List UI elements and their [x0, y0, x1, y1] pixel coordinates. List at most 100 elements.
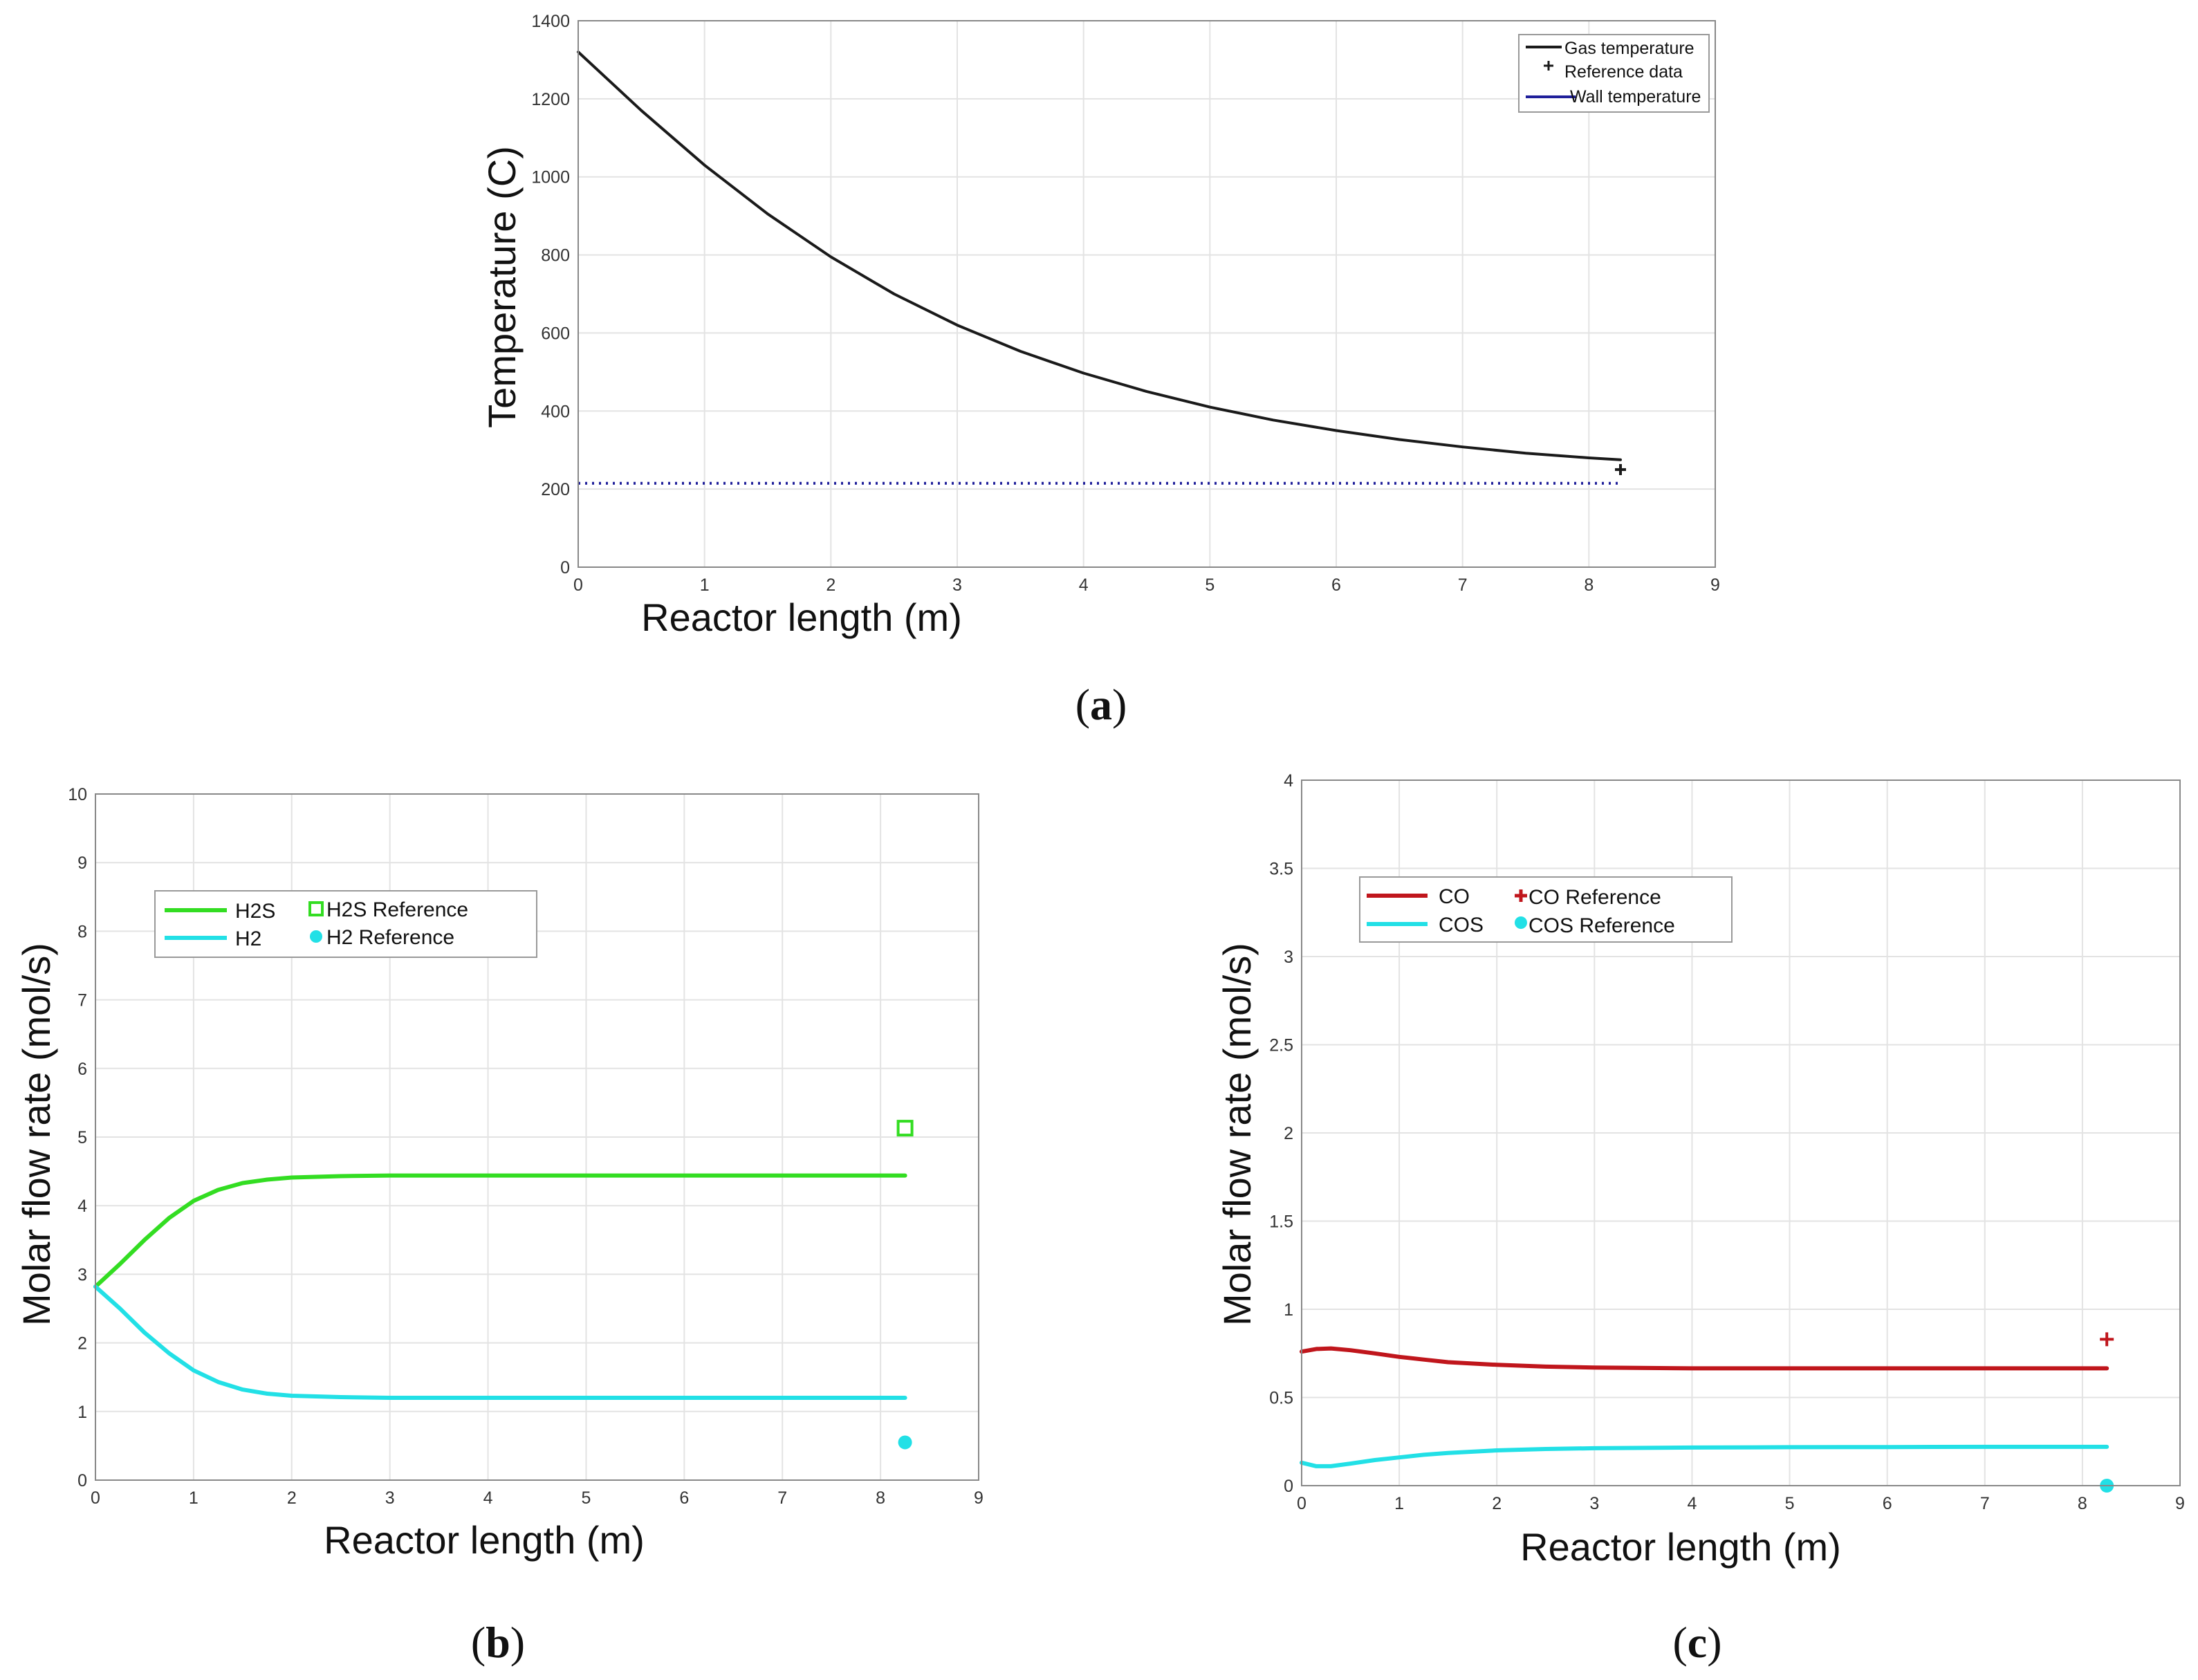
- panel-b-legend-swatch-h2-reference: [310, 930, 322, 943]
- panel-a-caption-open: (: [1075, 680, 1090, 729]
- panel-a-plot-frame: [578, 20, 1716, 568]
- panel-b-series: [93, 1120, 914, 1450]
- panel-c-plot-frame: [1301, 779, 2181, 1486]
- panel-a-legend-swatch-reference-data: [1544, 61, 1553, 71]
- panel-b-caption-open: (: [471, 1618, 486, 1667]
- panel-b-caption-close: ): [510, 1618, 525, 1667]
- panel-a-series: [577, 50, 1626, 485]
- panel-c-caption-letter: c: [1688, 1618, 1707, 1667]
- panel-b-legend-box: [154, 890, 537, 958]
- panel-a-x-tick-label: 1: [700, 575, 710, 595]
- panel-c-series-co-reference-marker: [2100, 1332, 2114, 1347]
- panel-a-x-tick-label: 2: [826, 575, 835, 595]
- panel-a-y-tick-label: 400: [541, 402, 570, 421]
- panel-b-x-tick-label: 8: [876, 1488, 885, 1508]
- panel-c-x-tick-label: 1: [1394, 1494, 1404, 1513]
- panel-c-x-tick-label: 9: [2175, 1494, 2185, 1513]
- panel-a-legend-label-gas-temperature: Gas temperature: [1564, 39, 1694, 58]
- panel-a-y-tick-label: 0: [560, 558, 570, 578]
- panel-a-x-tick-label: 9: [1710, 575, 1720, 595]
- panel-c-series-co-line: [1300, 1346, 2109, 1371]
- panel-c-series: [1300, 1332, 2114, 1493]
- panel-a-x-tick-label: 4: [1079, 575, 1089, 595]
- panel-a-caption: (a): [1075, 680, 1127, 729]
- panel-b-x-tick-label: 9: [974, 1488, 983, 1508]
- panel-c-caption: (c): [1672, 1618, 1721, 1667]
- panel-c-y-tick-label: 3: [1284, 948, 1293, 967]
- panel-b-x-tick-label: 2: [287, 1488, 297, 1508]
- panel-b-series-h2-line: [93, 1284, 907, 1400]
- panel-a-y-tick-label: 1200: [531, 90, 570, 109]
- panel-a-x-tick-label: 6: [1331, 575, 1341, 595]
- panel-c-legend-label-co-reference: CO Reference: [1529, 886, 1661, 909]
- panel-a-x-tick-label: 5: [1205, 575, 1215, 595]
- panel-c-y-tick-label: 2: [1284, 1124, 1293, 1143]
- panel-b-series-h2-reference-marker: [898, 1435, 912, 1450]
- panel-a-temperature-chart: 0 1 2 3 4 5 6 7 8 9 0 200 400 600 800 1000 1200 1400 Rea…: [480, 12, 1720, 729]
- panel-b-x-tick-label: 7: [777, 1488, 787, 1508]
- panel-b-legend-label-h2: H2: [235, 927, 261, 950]
- panel-c-x-tick-label: 6: [1883, 1494, 1892, 1513]
- panel-b-series-h2s-reference-marker: [896, 1120, 914, 1137]
- panel-a-y-ticks: 0 200 400 600 800 1000 1200 1400: [531, 12, 570, 578]
- panel-c-legend-label-cos-reference: COS Reference: [1529, 914, 1675, 937]
- panel-c-x-tick-label: 0: [1297, 1494, 1306, 1513]
- panel-a-x-tick-label: 7: [1458, 575, 1468, 595]
- panel-c-co-cos-chart: 0 1 2 3 4 5 6 7 8 9 0 0.5 1 1.5 2 2.5 3 3.5 4 Reactor len…: [1215, 771, 2185, 1667]
- panel-a-y-tick-label: 800: [541, 246, 570, 266]
- panel-b-x-tick-label: 0: [91, 1488, 100, 1508]
- panel-c-x-tick-label: 3: [1589, 1494, 1599, 1513]
- panel-c-x-tick-label: 5: [1785, 1494, 1795, 1513]
- panel-b-x-tick-label: 5: [581, 1488, 591, 1508]
- panel-c-x-tick-label: 8: [2078, 1494, 2087, 1513]
- panel-a-x-tick-label: 0: [573, 575, 583, 595]
- panel-a-series-reference-data-marker: [1615, 463, 1626, 475]
- panel-a-caption-close: ): [1112, 680, 1127, 729]
- panel-a-y-tick-label: 1400: [531, 12, 570, 31]
- panel-c-legend-swatch-cos-reference: [1515, 916, 1527, 929]
- panel-b-x-tick-label: 1: [189, 1488, 198, 1508]
- panel-b-legend-label-h2-reference: H2 Reference: [326, 926, 454, 949]
- panel-b-y-tick-label: 7: [77, 991, 87, 1010]
- panel-c-y-axis-label: Molar flow rate (mol/s): [1215, 943, 1259, 1326]
- panel-b-legend-label-h2s: H2S: [235, 900, 275, 923]
- panel-b-caption: (b): [471, 1618, 525, 1667]
- panel-c-x-tick-label: 2: [1492, 1494, 1502, 1513]
- panel-b-y-tick-label: 9: [77, 853, 87, 873]
- panel-b-y-ticks: 0 1 2 3 4 5 6 7 8 9 10: [68, 785, 87, 1490]
- panel-a-y-axis-label: Temperature (C): [480, 146, 524, 428]
- panel-b-y-tick-label: 4: [77, 1197, 87, 1216]
- panel-b-y-tick-label: 8: [77, 922, 87, 941]
- panel-c-x-tick-label: 7: [1980, 1494, 1990, 1513]
- panel-c-legend: CO COS CO Reference COS Reference: [1359, 876, 1733, 943]
- panel-b-x-ticks: 0 1 2 3 4 5 6 7 8 9: [91, 1488, 983, 1508]
- panel-a-legend-label-reference-data: Reference data: [1564, 62, 1683, 82]
- panel-c-x-axis-label: Reactor length (m): [1520, 1525, 1841, 1569]
- panel-a-x-ticks: 0 1 2 3 4 5 6 7 8 9: [573, 575, 1720, 595]
- panel-c-y-tick-label: 1: [1284, 1300, 1293, 1320]
- panel-b-x-tick-label: 4: [483, 1488, 493, 1508]
- panel-a-caption-letter: a: [1090, 680, 1112, 729]
- panel-b-caption-letter: b: [486, 1618, 510, 1667]
- panel-b-series-h2s-line: [93, 1173, 907, 1289]
- panel-b-y-tick-label: 2: [77, 1334, 87, 1354]
- panel-c-y-tick-label: 1.5: [1269, 1212, 1293, 1232]
- panel-c-y-tick-label: 3.5: [1269, 860, 1293, 879]
- panel-b-legend: H2S H2 H2S Reference H2 Reference: [154, 890, 537, 958]
- panel-c-y-ticks: 0 0.5 1 1.5 2 2.5 3 3.5 4: [1269, 771, 1293, 1496]
- panel-c-legend-label-co: CO: [1439, 885, 1470, 908]
- panel-b-x-tick-label: 6: [679, 1488, 689, 1508]
- panel-b-y-tick-label: 6: [77, 1060, 87, 1079]
- panel-c-y-tick-label: 0.5: [1269, 1389, 1293, 1408]
- panel-b-y-axis-label: Molar flow rate (mol/s): [15, 943, 58, 1326]
- panel-b-legend-label-h2s-reference: H2S Reference: [326, 898, 468, 921]
- panel-a-legend: Gas temperature Reference data Wall temp…: [1518, 34, 1710, 113]
- panel-c-caption-close: ): [1707, 1618, 1721, 1667]
- panel-b-x-tick-label: 3: [385, 1488, 395, 1508]
- panel-c-series-cos-line: [1300, 1444, 2109, 1468]
- panel-a-legend-label-wall-temperature: Wall temperature: [1570, 87, 1701, 107]
- panel-c-caption-open: (: [1672, 1618, 1687, 1667]
- panel-a-series-gas-temperature-line: [577, 50, 1622, 461]
- panel-c-legend-swatch-co-reference: [1515, 889, 1527, 902]
